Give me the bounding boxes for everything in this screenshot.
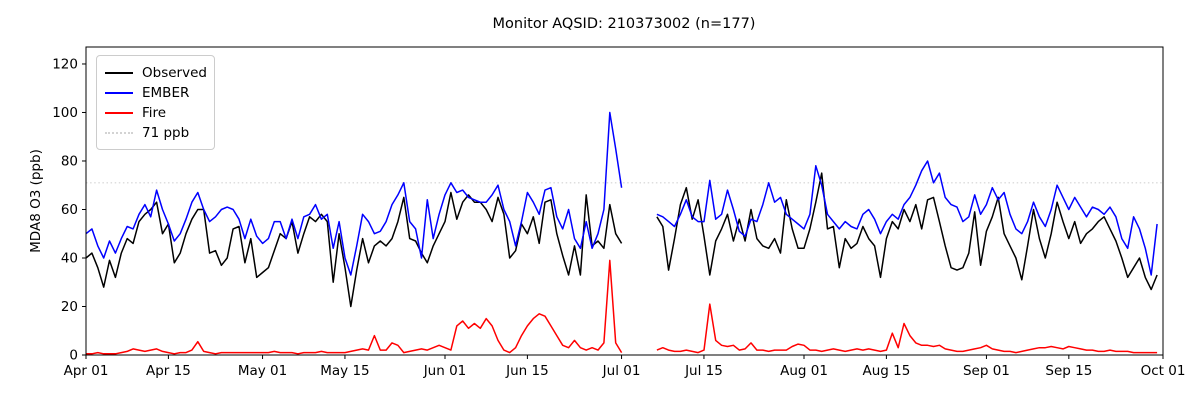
legend-label: Observed (142, 65, 207, 81)
x-tick-label: May 15 (320, 363, 369, 379)
legend-label: EMBER (142, 85, 190, 101)
series-layer (85, 111, 1158, 355)
legend-line-swatch (105, 132, 133, 134)
x-tick-label: Jun 01 (423, 363, 467, 379)
x-tick-label: Jun 15 (505, 363, 549, 379)
x-tick-label: Aug 01 (780, 363, 828, 379)
axes-layer: 0 20 40 60 80 100 120 Apr 01 Apr 15 May 01 May 15 J… (52, 46, 1186, 379)
y-tick-label: 80 (61, 154, 78, 170)
observed-line (85, 172, 1158, 308)
x-tick-label: Sep 15 (1045, 363, 1092, 379)
chart-title: Monitor AQSID: 210373002 (n=177) (492, 16, 756, 32)
plot-border (85, 46, 1164, 356)
x-tick-label: Sep 01 (963, 363, 1010, 379)
fire-line (86, 259, 1158, 355)
x-tick-label: May 01 (238, 363, 287, 379)
y-tick-label: 0 (69, 348, 78, 364)
legend-label: 71 ppb (142, 125, 190, 141)
ember-line (85, 111, 1158, 276)
x-tick-label: Jul 15 (684, 363, 723, 379)
legend-line-swatch (105, 112, 133, 114)
legend-item-ember: EMBER (105, 83, 204, 103)
y-tick-label: 20 (61, 299, 78, 315)
y-tick-label: 120 (52, 57, 78, 73)
x-tick-label: Apr 15 (146, 363, 191, 379)
legend-label: Fire (142, 105, 167, 121)
legend-item-observed: Observed (105, 63, 207, 83)
x-tick-label: Oct 01 (1141, 363, 1186, 379)
legend-line-swatch (105, 72, 133, 74)
y-tick-label: 60 (61, 202, 78, 218)
legend-line-swatch (105, 92, 133, 94)
x-tick-label: Apr 01 (64, 363, 109, 379)
legend-item-fire: Fire (105, 103, 204, 123)
y-tick-label: 100 (52, 105, 78, 121)
x-tick-label: Jul 01 (602, 363, 641, 379)
legend-item-71-ppb: 71 ppb (105, 123, 204, 143)
y-tick-label: 40 (61, 251, 78, 267)
x-tick-label: Aug 15 (862, 363, 910, 379)
legend: Observed EMBER Fire 71 ppb (96, 55, 215, 150)
